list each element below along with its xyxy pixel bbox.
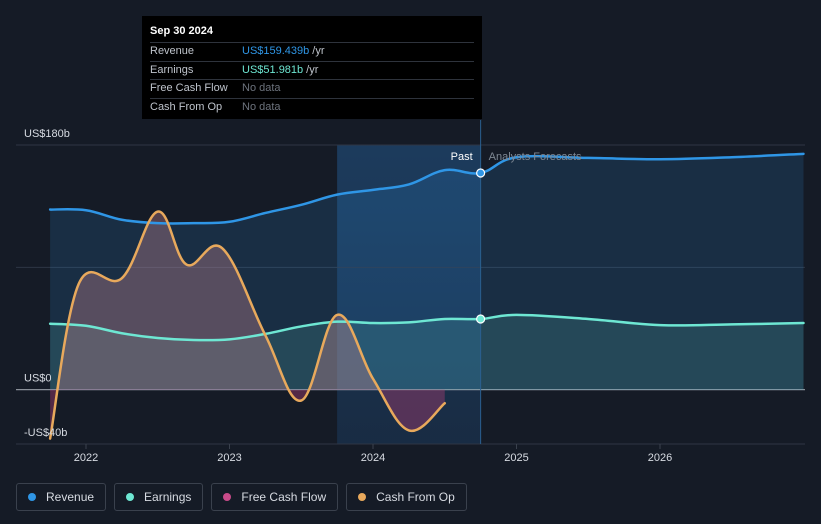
free-cash-flow-dot-icon — [223, 493, 232, 501]
tooltip-row-earnings: Earnings US$51.981b /yr — [150, 60, 474, 80]
gridlines — [16, 144, 805, 445]
tooltip-value: No data — [242, 82, 281, 94]
y-tick-label: US$0 — [24, 373, 52, 385]
earnings-dot-icon — [126, 493, 135, 501]
tooltip-date: Sep 30 2024 — [150, 25, 213, 37]
legend-item-free-cash-flow[interactable]: Free Cash Flow — [211, 483, 339, 511]
revenue-dot-icon — [28, 493, 36, 501]
tooltip: Sep 30 2024 Revenue US$159.439b /yr Earn… — [142, 16, 482, 119]
x-tick-label: 2023 — [217, 452, 241, 464]
x-tick-label: 2026 — [648, 452, 672, 464]
revenue-marker — [476, 168, 486, 178]
legend-label: Cash From Op — [376, 490, 455, 504]
tooltip-unit: /yr — [306, 63, 319, 76]
legend-item-revenue[interactable]: Revenue — [16, 483, 107, 511]
current-markers — [476, 168, 486, 324]
y-axis-labels: US$180b US$0 -US$40b — [24, 128, 70, 439]
cash-from-op-area-positive — [57, 211, 379, 389]
tooltip-label: Earnings — [150, 63, 194, 76]
cash-from-op-line — [48, 210, 446, 440]
tooltip-label: Revenue — [150, 45, 195, 57]
y-tick-label: US$180b — [24, 128, 70, 140]
x-axis-labels: 2022 2023 2024 2025 2026 — [74, 444, 672, 464]
past-label: Past — [451, 151, 473, 163]
y-tick-label: -US$40b — [24, 427, 67, 439]
tooltip-row-cash-from-op: Cash From Op No data — [150, 97, 474, 117]
earnings-line — [48, 313, 805, 342]
tooltip-unit: /yr — [312, 45, 325, 57]
legend: Revenue Earnings Free Cash Flow Cash Fro… — [16, 483, 467, 511]
legend-label: Earnings — [144, 490, 192, 504]
x-tick-label: 2025 — [504, 452, 528, 464]
legend-label: Revenue — [46, 490, 95, 504]
tooltip-value: US$159.439b — [242, 45, 310, 57]
series-areas — [50, 153, 804, 439]
revenue-line — [48, 152, 805, 225]
tooltip-value: US$51.981b — [242, 63, 304, 76]
tooltip-row-revenue: Revenue US$159.439b /yr — [150, 42, 474, 61]
earnings-area — [50, 314, 804, 390]
tooltip-label: Cash From Op — [150, 100, 223, 113]
revenue-area — [50, 153, 804, 390]
x-tick-label: 2024 — [361, 452, 385, 464]
tooltip-value: No data — [242, 100, 281, 113]
x-tick-label: 2022 — [74, 452, 98, 464]
legend-label: Free Cash Flow — [241, 490, 327, 504]
earnings-marker — [476, 314, 486, 324]
tooltip-label: Free Cash Flow — [150, 82, 228, 94]
cash-from-op-area-negative — [50, 389, 445, 439]
legend-item-cash-from-op[interactable]: Cash From Op — [346, 483, 467, 511]
tooltip-row-free-cash-flow: Free Cash Flow No data — [150, 79, 474, 98]
series-lines — [48, 152, 805, 440]
cash-from-op-dot-icon — [358, 493, 367, 501]
forecast-label: Analysts Forecasts — [489, 151, 582, 163]
legend-item-earnings[interactable]: Earnings — [114, 483, 204, 511]
past-highlight-band — [337, 145, 481, 444]
